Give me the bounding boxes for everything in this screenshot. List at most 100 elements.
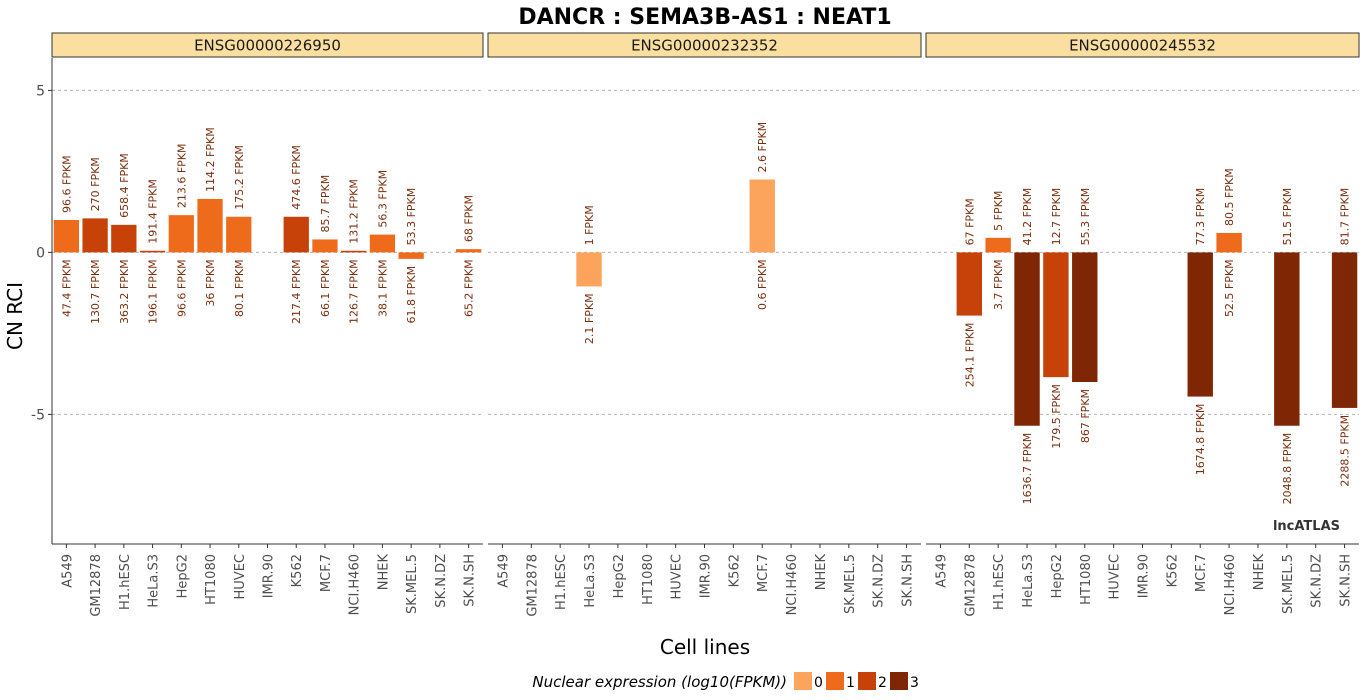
x-tick-label: GM12878 (89, 554, 104, 617)
bar (1187, 252, 1213, 397)
x-tick-label: SK.N.DZ (1310, 554, 1325, 608)
data-label-cytoplasmic: 55.3 FPKM (1079, 188, 1092, 246)
legend-label: 2 (878, 675, 887, 691)
x-tick-label: MCF.7 (756, 554, 771, 592)
x-tick-label: HepG2 (1050, 554, 1065, 598)
bar (139, 250, 166, 253)
x-tick-label: MCF.7 (1194, 554, 1209, 592)
legend-label: 0 (814, 675, 823, 691)
bar (455, 249, 482, 253)
data-label-nuclear: 66.1 FPKM (319, 259, 332, 317)
data-label-cytoplasmic: 96.6 FPKM (60, 155, 73, 213)
bar (283, 216, 309, 253)
facets: ENSG00000226950 -5 0 5 A549 96.6 FPKM 47.4 FPK… (31, 32, 1360, 617)
data-label-nuclear: 61.8 FPKM (405, 266, 418, 324)
legend-swatch (794, 672, 812, 690)
x-tick-label: HT1080 (641, 554, 656, 605)
data-label-cytoplasmic: 12.7 FPKM (1050, 188, 1063, 246)
facet-strip-label: ENSG00000232352 (631, 37, 778, 55)
data-label-cytoplasmic: 474.6 FPKM (290, 145, 303, 210)
legend: Nuclear expression (log10(FPKM)) 0 1 2 3 (532, 672, 919, 691)
data-label-cytoplasmic: 131.2 FPKM (348, 179, 361, 244)
data-label-cytoplasmic: 5 FPKM (992, 191, 1005, 231)
data-label-cytoplasmic: 1 FPKM (583, 205, 596, 245)
data-label-nuclear: 52.5 FPKM (1223, 259, 1236, 317)
x-tick-label: IMR.90 (262, 554, 277, 598)
x-tick-label: HT1080 (204, 554, 219, 605)
data-label-cytoplasmic: 2.6 FPKM (756, 122, 769, 173)
data-label-nuclear: 867 FPKM (1079, 389, 1092, 443)
data-label-nuclear: 80.1 FPKM (233, 259, 246, 317)
y-axis-title: CN RCI (3, 282, 27, 350)
data-label-cytoplasmic: 213.6 FPKM (175, 143, 188, 208)
x-tick-label: SK.N.DZ (434, 554, 449, 608)
x-tick-label: HepG2 (612, 554, 627, 598)
legend-title: Nuclear expression (log10(FPKM)) (532, 673, 787, 691)
bar (82, 218, 108, 253)
x-tick-label: GM12878 (525, 554, 540, 617)
data-label-cytoplasmic: 53.3 FPKM (405, 188, 418, 246)
bar (1216, 232, 1242, 253)
data-label-nuclear: 179.5 FPKM (1050, 384, 1063, 449)
y-tick-label: 5 (36, 83, 45, 99)
data-label-cytoplasmic: 56.3 FPKM (376, 170, 389, 228)
x-tick-label: A549 (934, 554, 949, 588)
watermark: lncATLAS (1273, 519, 1340, 534)
x-tick-label: HepG2 (175, 554, 190, 598)
x-tick-label: HT1080 (1079, 554, 1094, 605)
chart-title: DANCR : SEMA3B-AS1 : NEAT1 (518, 5, 891, 30)
facet-strip-label: ENSG00000226950 (194, 37, 341, 55)
data-label-cytoplasmic: 175.2 FPKM (233, 145, 246, 210)
bar (1331, 252, 1358, 408)
data-label-nuclear: 2288.5 FPKM (1339, 415, 1352, 487)
facet-panel: ENSG00000226950 -5 0 5 A549 96.6 FPKM 47.4 FPK… (31, 32, 484, 617)
data-label-nuclear: 65.2 FPKM (463, 259, 476, 317)
data-label-cytoplasmic: 51.5 FPKM (1281, 188, 1294, 246)
x-tick-label: NHEK (814, 554, 829, 591)
legend-swatch (826, 672, 844, 690)
bar (1274, 252, 1300, 426)
facet-panel: ENSG00000245532 A549 GM12878 67 FPKM 254.1 F… (925, 32, 1360, 617)
legend-items: 0 1 2 3 (794, 672, 919, 691)
x-tick-label: IMR.90 (699, 554, 714, 598)
data-label-cytoplasmic: 191.4 FPKM (147, 179, 160, 244)
x-tick-label: SK.N.DZ (872, 554, 887, 608)
facet-strip (51, 32, 484, 58)
bar (1043, 252, 1069, 378)
bar (53, 220, 80, 253)
x-tick-label: NHEK (376, 554, 391, 591)
data-label-nuclear: 217.4 FPKM (290, 259, 303, 324)
data-label-nuclear: 47.4 FPKM (60, 259, 73, 317)
bar (168, 215, 194, 253)
data-label-nuclear: 254.1 FPKM (963, 323, 976, 388)
data-label-cytoplasmic: 67 FPKM (963, 198, 976, 245)
x-tick-label: HeLa.S3 (147, 554, 162, 608)
x-tick-label: A549 (496, 554, 511, 588)
bar (111, 224, 137, 253)
x-tick-label: MCF.7 (319, 554, 334, 592)
x-tick-label: GM12878 (963, 554, 978, 617)
x-tick-label: NCI.H460 (348, 554, 363, 615)
data-label-cytoplasmic: 85.7 FPKM (319, 175, 332, 233)
x-tick-label: K562 (727, 554, 742, 587)
data-label-nuclear: 3.7 FPKM (992, 259, 1005, 310)
facet-strip-label: ENSG00000245532 (1069, 37, 1216, 55)
x-tick-label: K562 (1165, 554, 1180, 587)
data-label-cytoplasmic: 68 FPKM (463, 195, 476, 242)
bar (1072, 252, 1098, 382)
x-tick-label: NCI.H460 (1223, 554, 1238, 615)
facet-strip (925, 32, 1360, 58)
x-tick-label: HeLa.S3 (1021, 554, 1036, 608)
data-label-nuclear: 0.6 FPKM (756, 259, 769, 310)
x-tick-label: NCI.H460 (785, 554, 800, 615)
x-tick-label: SK.MEL.5 (1281, 554, 1296, 614)
x-tick-label: HeLa.S3 (583, 554, 598, 608)
x-tick-label: IMR.90 (1137, 554, 1152, 598)
data-label-cytoplasmic: 81.7 FPKM (1339, 188, 1352, 246)
y-tick-label: 0 (36, 245, 45, 261)
bar (576, 252, 602, 287)
bar (226, 216, 252, 253)
x-tick-label: SK.MEL.5 (843, 554, 858, 614)
bar (398, 252, 424, 259)
